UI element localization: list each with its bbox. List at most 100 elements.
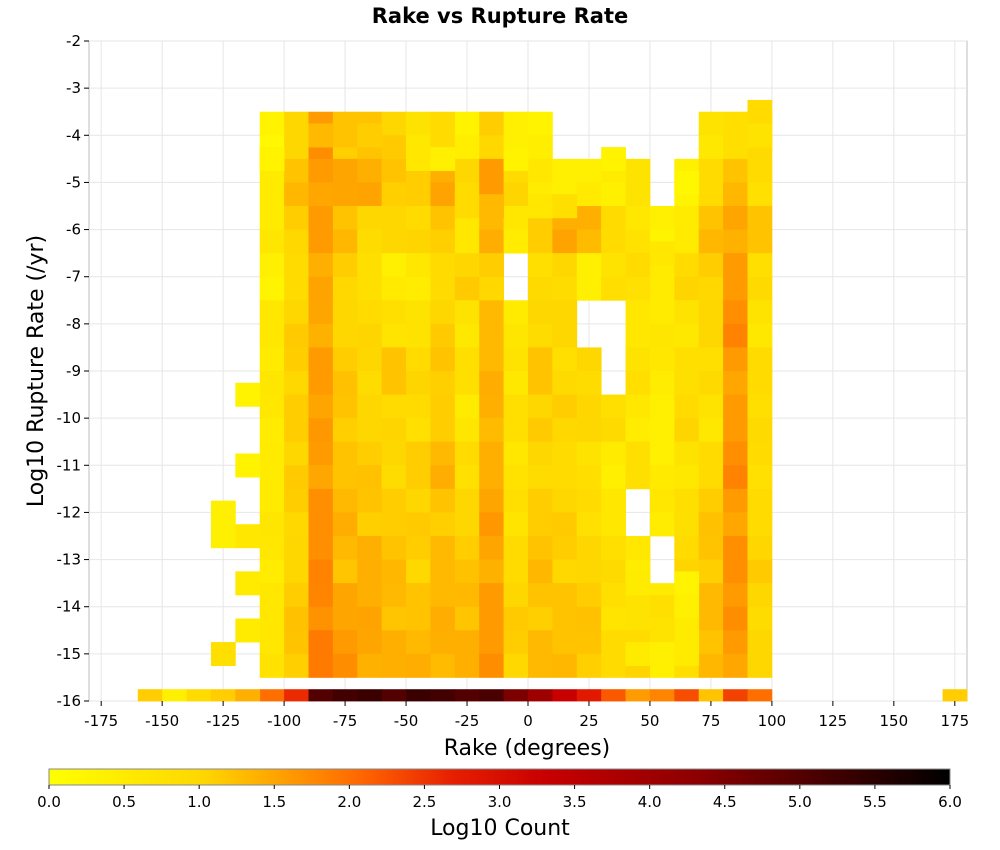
heatmap-cell bbox=[259, 253, 285, 278]
heatmap-cell bbox=[649, 241, 675, 266]
heatmap-cell bbox=[503, 583, 529, 608]
heatmap-cell bbox=[625, 276, 651, 301]
heatmap-cell bbox=[674, 323, 700, 348]
x-tick-label: -75 bbox=[333, 712, 358, 730]
heatmap-cell bbox=[747, 99, 773, 124]
heatmap-cell bbox=[576, 182, 602, 207]
heatmap-cell bbox=[552, 229, 578, 254]
heatmap-cell bbox=[259, 111, 285, 136]
heatmap-cell bbox=[723, 606, 748, 631]
heatmap-cell bbox=[259, 606, 285, 631]
heatmap-cell bbox=[332, 300, 358, 325]
heatmap-cell bbox=[430, 689, 456, 702]
heatmap-cell bbox=[528, 536, 553, 560]
heatmap-cell bbox=[674, 253, 700, 278]
heatmap-cell bbox=[674, 689, 700, 702]
heatmap-cell bbox=[259, 488, 285, 513]
heatmap-cell bbox=[674, 371, 700, 395]
heatmap-cell bbox=[406, 630, 431, 655]
y-axis-label: Log10 Rupture Rate (/yr) bbox=[24, 235, 49, 507]
heatmap-cell bbox=[552, 158, 578, 183]
heatmap-cell bbox=[528, 559, 553, 584]
heatmap-cell bbox=[284, 606, 309, 631]
heatmap-cell bbox=[430, 182, 456, 207]
heatmap-cell bbox=[723, 111, 748, 136]
heatmap-cell bbox=[528, 135, 553, 160]
heatmap-cell bbox=[454, 689, 480, 702]
heatmap-cell bbox=[479, 347, 505, 372]
heatmap-cell bbox=[454, 418, 480, 443]
heatmap-cell bbox=[723, 630, 748, 655]
heatmap-cell bbox=[406, 559, 431, 584]
heatmap-cell bbox=[723, 253, 748, 278]
heatmap-cell bbox=[357, 653, 383, 678]
heatmap-cell bbox=[503, 465, 529, 490]
heatmap-cell bbox=[186, 689, 212, 702]
heatmap-cell bbox=[381, 559, 407, 584]
heatmap-cell bbox=[357, 689, 383, 702]
heatmap-cell bbox=[332, 229, 358, 254]
heatmap-cell bbox=[747, 465, 773, 490]
colorbar-tick-label: 5.5 bbox=[863, 793, 887, 811]
heatmap-cell bbox=[723, 371, 748, 395]
heatmap-cell bbox=[552, 323, 578, 348]
heatmap-cell bbox=[259, 371, 285, 395]
heatmap-cell bbox=[552, 465, 578, 490]
heatmap-cell bbox=[723, 418, 748, 443]
heatmap-cell bbox=[576, 536, 602, 560]
heatmap-cell bbox=[503, 323, 529, 348]
heatmap-cell bbox=[479, 135, 505, 160]
heatmap-cell bbox=[723, 347, 748, 372]
heatmap-cell bbox=[601, 229, 626, 254]
heatmap-cell bbox=[625, 323, 651, 348]
heatmap-cell bbox=[649, 323, 675, 348]
heatmap-cell bbox=[649, 488, 675, 513]
heatmap-cell bbox=[698, 536, 724, 560]
heatmap-cell bbox=[942, 689, 968, 702]
heatmap-cell bbox=[528, 300, 553, 325]
heatmap-cell bbox=[576, 512, 602, 537]
heatmap-cell bbox=[528, 630, 553, 655]
heatmap-cell bbox=[284, 559, 309, 584]
heatmap-cell bbox=[430, 111, 456, 136]
heatmap-cell bbox=[503, 536, 529, 560]
heatmap-cell bbox=[381, 488, 407, 513]
heatmap-cell bbox=[284, 300, 309, 325]
heatmap-cell bbox=[747, 158, 773, 183]
heatmap-cell bbox=[649, 347, 675, 372]
heatmap-cell bbox=[259, 347, 285, 372]
heatmap-cell bbox=[381, 158, 407, 183]
chart-title: Rake vs Rupture Rate bbox=[372, 4, 628, 28]
heatmap-cell bbox=[430, 253, 456, 278]
heatmap-cell bbox=[381, 653, 407, 678]
heatmap-cell bbox=[503, 300, 529, 325]
heatmap-cell bbox=[601, 630, 626, 655]
heatmap-cell bbox=[454, 512, 480, 537]
heatmap-cell bbox=[528, 323, 553, 348]
y-tick-label: -9 bbox=[66, 362, 81, 380]
heatmap-cell bbox=[698, 441, 724, 466]
heatmap-cell bbox=[698, 488, 724, 513]
heatmap-cell bbox=[406, 394, 431, 419]
heatmap-cell bbox=[406, 653, 431, 678]
heatmap-cell bbox=[332, 606, 358, 631]
heatmap-cell bbox=[406, 441, 431, 466]
colorbar-tick-label: 6.0 bbox=[938, 793, 962, 811]
heatmap-cell bbox=[430, 559, 456, 584]
heatmap-cell bbox=[381, 276, 407, 301]
heatmap-cell bbox=[430, 276, 456, 301]
heatmap-cell bbox=[357, 630, 383, 655]
heatmap-cell bbox=[576, 371, 602, 395]
heatmap-cell bbox=[723, 689, 748, 702]
heatmap-cell bbox=[308, 653, 334, 678]
heatmap-cell bbox=[649, 394, 675, 419]
heatmap-cell bbox=[381, 206, 407, 230]
heatmap-cell bbox=[308, 394, 334, 419]
heatmap-cell bbox=[259, 206, 285, 230]
heatmap-cell bbox=[528, 606, 553, 631]
heatmap-cell bbox=[479, 418, 505, 443]
colorbar-tick-label: 2.0 bbox=[337, 793, 361, 811]
heatmap-cell bbox=[284, 182, 309, 207]
heatmap-cell bbox=[528, 512, 553, 537]
heatmap-cell bbox=[698, 630, 724, 655]
